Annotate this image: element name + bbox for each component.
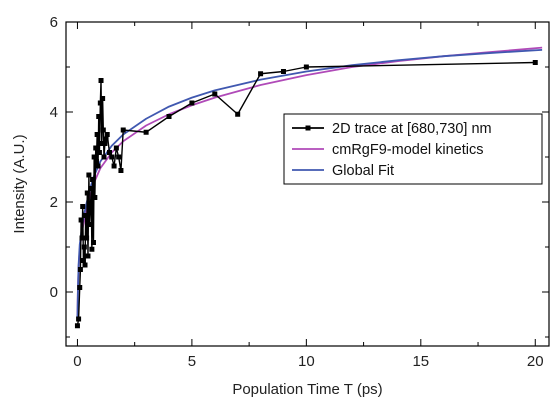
data-point [87,222,93,227]
data-point [95,163,101,169]
data-point [98,78,104,83]
data-point [88,186,94,191]
ticks-layer: 0 5 10 15 20 0 2 4 6 [50,14,549,370]
data-point [166,114,172,119]
data-point [84,235,90,241]
data-point [532,60,538,65]
data-point [303,64,309,70]
data-point [85,253,91,259]
data-point [91,154,97,160]
data-point [212,91,218,97]
data-point [116,154,122,160]
x-tick-label: 0 [73,353,81,370]
data-point [100,127,106,133]
legend-label-1: 2D trace at [680,730] nm [332,121,492,137]
data-point [106,150,112,155]
data-point [113,145,119,151]
x-tick-label: 10 [298,353,315,370]
data-point [118,168,124,173]
legend-label-2: cmRgF9-model kinetics [332,142,484,158]
data-point [78,217,84,223]
data-point [99,141,105,146]
legend-marker [305,125,311,131]
legend-box [283,113,543,185]
x-tick-label: 5 [188,353,196,370]
data-point [82,262,88,268]
axes-layer [65,21,550,347]
data-point [90,240,96,245]
data-point [94,132,100,137]
data-point [93,145,99,151]
legend-label-3: Global Fit [332,163,394,179]
data-point [100,96,106,101]
plot-frame [65,21,550,347]
data-point [143,129,149,135]
data-point [79,235,85,241]
data-point [74,323,80,329]
data-point [97,100,103,106]
data-point [189,100,195,106]
data-point [81,244,87,250]
data-point [89,246,95,252]
data-point [103,136,109,142]
y-axis-label: Intensity (A.U.) [11,134,28,233]
y-tick-label: 6 [50,14,58,31]
series-line-1 [76,61,536,326]
y-tick-label: 2 [50,194,58,211]
y-tick-label: 0 [50,284,58,301]
data-point [280,69,286,74]
data-point [87,208,93,214]
data-point [102,141,108,146]
data-point [76,316,82,322]
data-point [96,114,102,119]
data-point [258,71,264,77]
data-point [109,154,115,160]
x-axis-label: Population Time T (ps) [232,381,382,398]
series-layer [74,46,543,329]
data-point [80,258,86,263]
data-point [101,154,107,160]
data-point [96,150,102,155]
data-point [77,285,83,290]
data-point [92,195,98,200]
legend: 2D trace at [680,730] nm cmRgF9-model kin… [283,113,543,185]
data-point [235,111,241,117]
data-point [104,132,110,137]
data-point [120,127,126,133]
data-point [83,213,89,218]
data-point [90,177,96,182]
data-point [84,190,90,196]
data-point [93,159,99,164]
y-tick-label: 4 [50,104,58,121]
data-point [111,163,117,169]
data-point [86,172,92,178]
x-tick-label: 15 [412,353,429,370]
data-point [80,204,86,209]
x-tick-label: 20 [527,353,544,370]
data-point [77,267,83,272]
